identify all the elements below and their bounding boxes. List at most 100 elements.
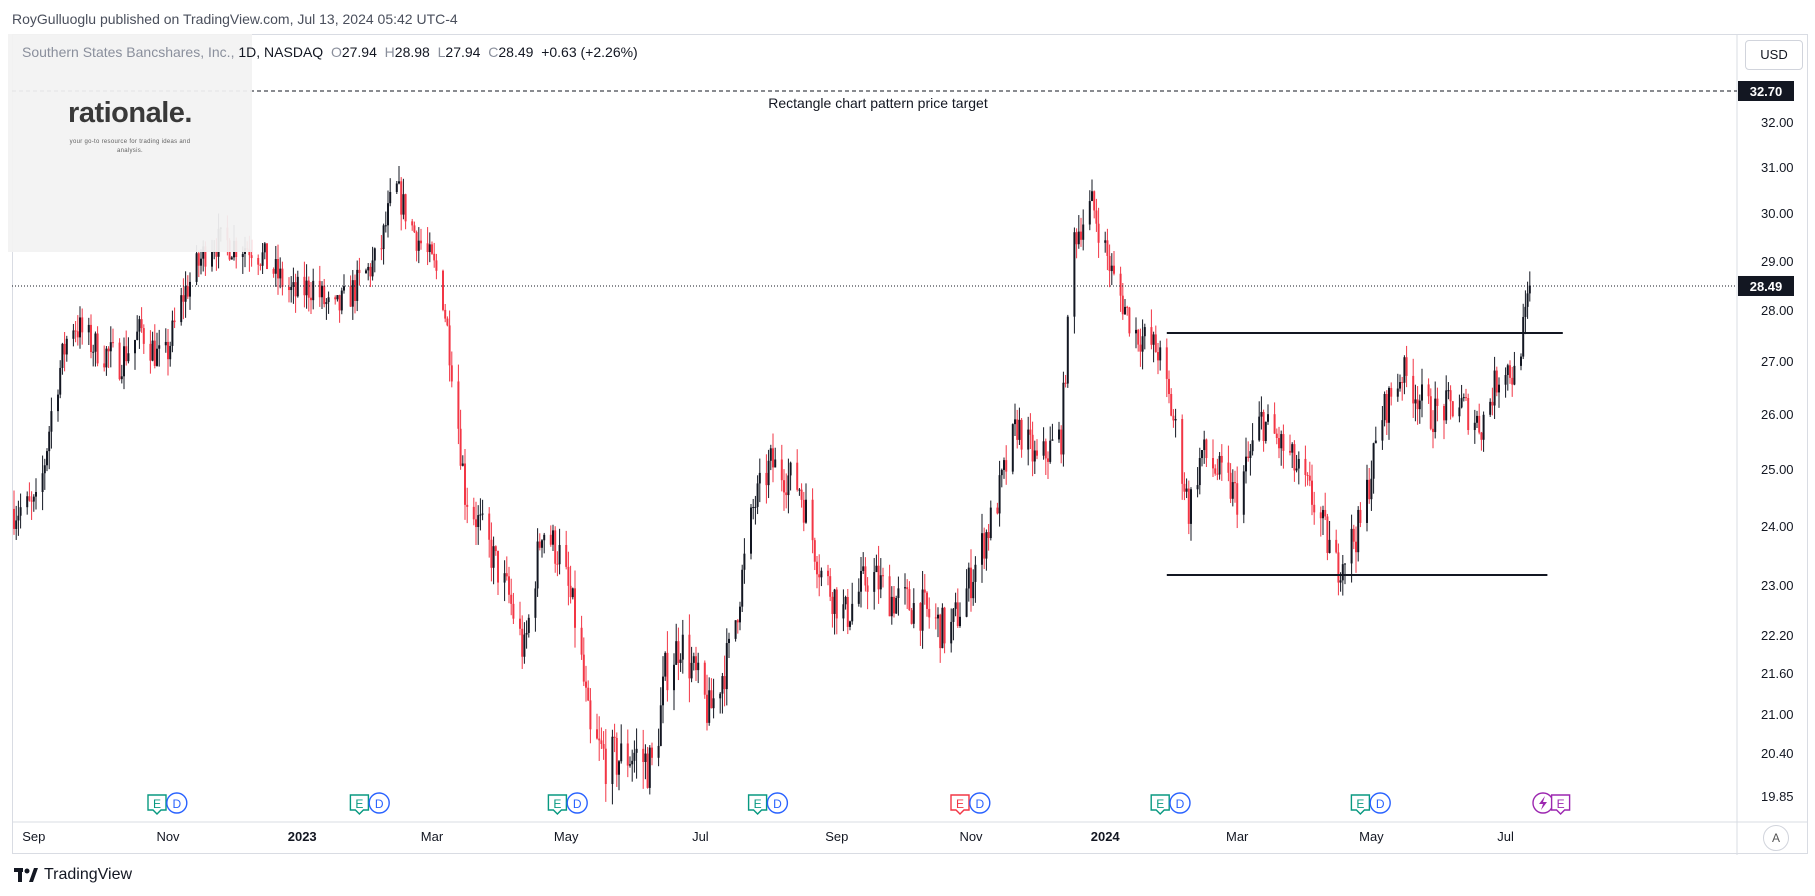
candle bbox=[1335, 529, 1338, 554]
earnings-icon[interactable]: E bbox=[1350, 794, 1371, 815]
candle bbox=[1480, 431, 1483, 451]
candle-body bbox=[1416, 399, 1419, 410]
earnings-icon[interactable]: E bbox=[1150, 794, 1170, 815]
candle bbox=[380, 235, 383, 261]
candle bbox=[574, 570, 576, 648]
last-price-tag bbox=[1738, 275, 1794, 296]
candle-body bbox=[1080, 231, 1082, 240]
candle bbox=[921, 570, 924, 649]
symbol-name[interactable]: Southern States Bancshares, Inc. bbox=[22, 44, 231, 60]
candle-body bbox=[646, 753, 649, 788]
candle-body bbox=[195, 253, 198, 282]
candle bbox=[908, 581, 911, 611]
candle-body bbox=[1016, 419, 1019, 440]
svg-text:E: E bbox=[754, 797, 762, 811]
candle bbox=[186, 275, 189, 299]
candle-body bbox=[118, 342, 121, 380]
candle-body bbox=[1229, 472, 1232, 499]
candle-body bbox=[446, 318, 449, 326]
earnings-icon[interactable]: E bbox=[747, 794, 768, 815]
dividend-icon[interactable]: D bbox=[566, 792, 588, 814]
candle-body bbox=[494, 546, 497, 552]
candle bbox=[1357, 506, 1360, 562]
candle bbox=[758, 458, 761, 503]
candle bbox=[666, 631, 669, 702]
chart-frame[interactable] bbox=[12, 34, 1808, 854]
candle bbox=[497, 550, 499, 596]
candle-body bbox=[1104, 240, 1107, 243]
candle bbox=[475, 501, 477, 545]
candle bbox=[109, 326, 112, 368]
candle-body bbox=[1196, 485, 1199, 490]
candle-body bbox=[103, 363, 106, 368]
candle-body bbox=[26, 496, 29, 508]
candle-body bbox=[657, 745, 660, 758]
candle-body bbox=[411, 221, 414, 226]
dividend-icon[interactable]: D bbox=[368, 792, 390, 814]
auto-scale-button[interactable]: A bbox=[1763, 825, 1789, 851]
candle-body bbox=[323, 285, 326, 305]
candle bbox=[1449, 385, 1452, 420]
candle bbox=[125, 330, 128, 366]
earnings-icon[interactable]: E bbox=[950, 794, 970, 815]
candle-body bbox=[1498, 384, 1500, 393]
earnings-icon[interactable]: E bbox=[147, 794, 167, 815]
candle-body bbox=[1216, 473, 1219, 475]
candle-body bbox=[1522, 316, 1525, 357]
candle bbox=[65, 335, 68, 362]
dividend-icon[interactable]: D bbox=[766, 792, 789, 814]
candle-body bbox=[321, 285, 323, 298]
candle bbox=[266, 243, 268, 270]
target-price-tag bbox=[1738, 81, 1794, 101]
candle bbox=[1280, 430, 1283, 466]
candle bbox=[413, 221, 416, 234]
candle-body bbox=[1062, 382, 1065, 455]
dividend-icon[interactable]: D bbox=[166, 792, 188, 814]
candle-body bbox=[967, 567, 970, 589]
candle-body bbox=[1005, 460, 1008, 472]
candle bbox=[292, 267, 295, 304]
candle bbox=[633, 740, 636, 773]
candle bbox=[613, 723, 616, 753]
candle bbox=[1124, 299, 1126, 315]
candle-body bbox=[1390, 388, 1393, 397]
candle-body bbox=[767, 460, 770, 486]
candle bbox=[644, 744, 647, 780]
candle-body bbox=[1262, 411, 1265, 441]
candle bbox=[541, 539, 543, 558]
candle bbox=[752, 498, 755, 520]
earnings-icon[interactable]: E bbox=[349, 794, 370, 815]
candle-body bbox=[941, 607, 944, 649]
watermark-logo: rationale. your go-to resource for tradi… bbox=[8, 34, 252, 252]
candle-body bbox=[1227, 462, 1230, 473]
currency-button[interactable]: USD bbox=[1745, 40, 1803, 70]
earnings-icon[interactable]: E bbox=[1550, 794, 1571, 815]
candle bbox=[631, 749, 634, 782]
candle-body bbox=[536, 541, 539, 589]
candle bbox=[1044, 438, 1047, 475]
x-tick-label: Nov bbox=[156, 829, 180, 844]
candle bbox=[954, 592, 957, 617]
candle-body bbox=[1449, 390, 1452, 402]
candle bbox=[294, 273, 297, 313]
ohlc-high: 28.98 bbox=[394, 44, 430, 60]
target-annotation-label: Rectangle chart pattern price target bbox=[768, 95, 988, 111]
candle-body bbox=[787, 475, 790, 496]
candle-body bbox=[1165, 347, 1168, 379]
dividend-icon[interactable]: D bbox=[1169, 792, 1191, 814]
split-icon[interactable] bbox=[1532, 792, 1554, 814]
candle bbox=[488, 507, 491, 558]
earnings-icon[interactable]: E bbox=[547, 794, 568, 815]
tradingview-brand[interactable]: TradingView bbox=[14, 866, 132, 884]
candle-body bbox=[873, 572, 876, 592]
candle bbox=[281, 261, 284, 296]
candle bbox=[934, 603, 937, 630]
dividend-icon[interactable]: D bbox=[969, 792, 991, 814]
candle-body bbox=[750, 507, 752, 554]
candle bbox=[136, 315, 139, 341]
symbol-legend[interactable]: Southern States Bancshares, Inc., 1D, NA… bbox=[22, 44, 638, 60]
candle bbox=[1047, 451, 1049, 480]
candle-body bbox=[602, 744, 605, 749]
dividend-icon[interactable]: D bbox=[1369, 792, 1391, 814]
